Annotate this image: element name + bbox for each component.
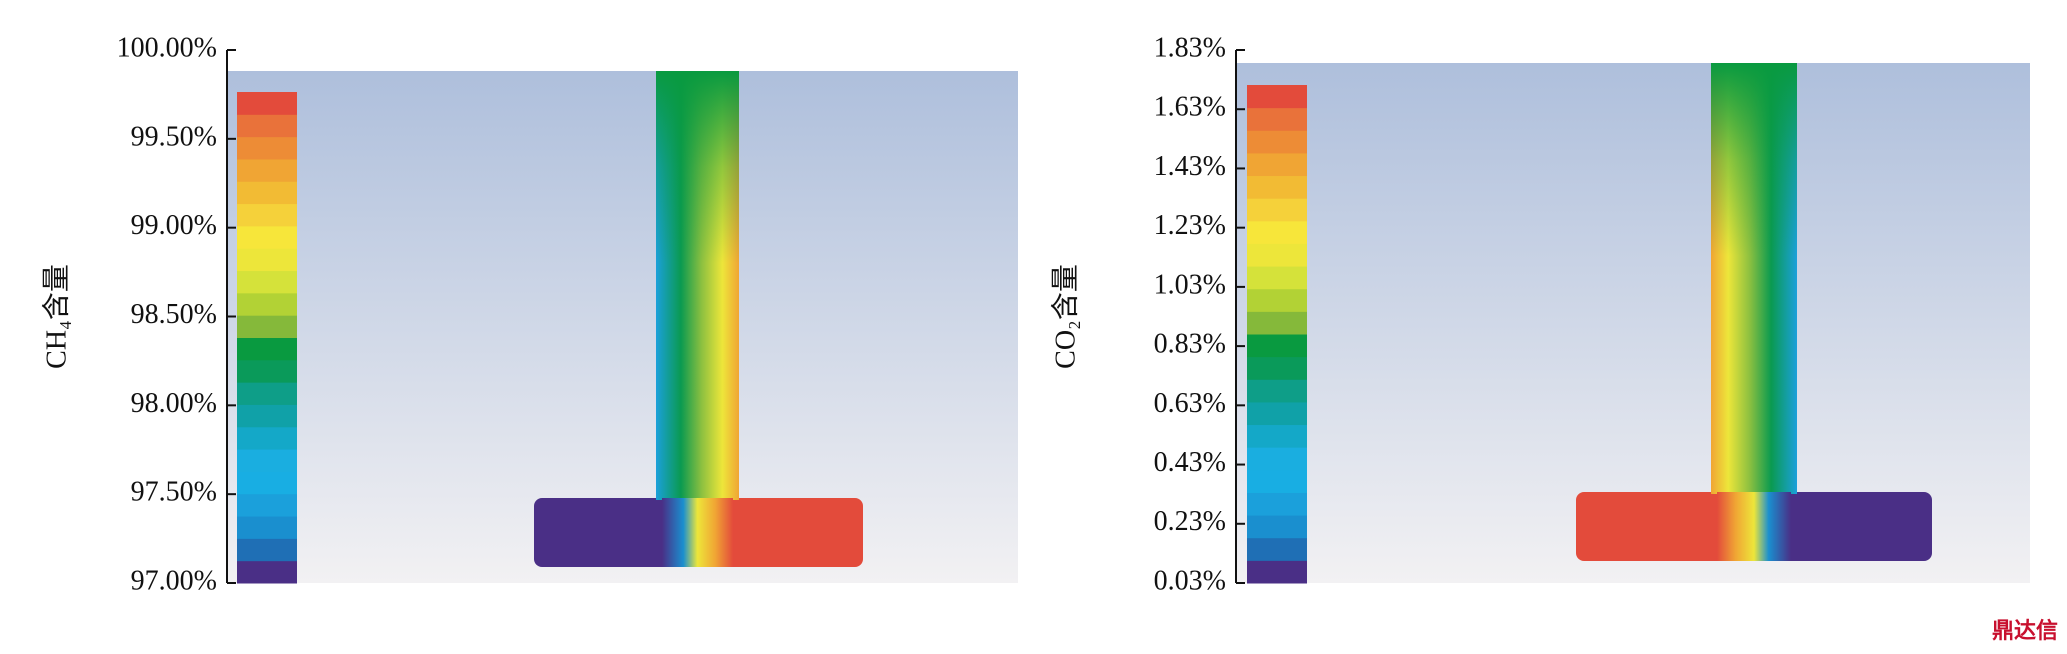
y-tick-label: 0.83% bbox=[1154, 329, 1226, 360]
colorbar-band bbox=[237, 181, 297, 205]
colorbar-band bbox=[237, 158, 297, 182]
y-tick-label: 99.50% bbox=[131, 121, 217, 152]
y-axis-label: CH₄含量 bbox=[40, 264, 72, 369]
y-tick-label: 1.83% bbox=[1154, 32, 1226, 63]
colorbar-band bbox=[1247, 288, 1307, 312]
colorbar-band bbox=[237, 225, 297, 249]
colorbar-band bbox=[1247, 152, 1307, 177]
inlet-right bbox=[1777, 492, 1932, 561]
y-tick-label: 0.43% bbox=[1154, 447, 1226, 478]
colorbar-band bbox=[237, 248, 297, 272]
colorbar-band bbox=[237, 136, 297, 160]
colorbar-band bbox=[1247, 492, 1307, 516]
colorbar-band bbox=[1247, 424, 1307, 448]
colorbar-band bbox=[237, 359, 297, 383]
y-tick-label: 1.63% bbox=[1154, 92, 1226, 123]
colorbar-band bbox=[1247, 334, 1307, 358]
colorbar-band bbox=[237, 516, 297, 539]
colorbar-band bbox=[237, 404, 297, 428]
colorbar-band bbox=[237, 92, 297, 115]
watermark: 鼎达信 bbox=[1992, 618, 2058, 644]
colorbar-band bbox=[1247, 198, 1307, 222]
colorbar-band bbox=[237, 382, 297, 405]
colorbar-band bbox=[237, 493, 297, 517]
inlet-left bbox=[534, 498, 676, 567]
colorbar-band bbox=[237, 203, 297, 227]
colorbar-band bbox=[1247, 243, 1307, 267]
colorbar-band bbox=[237, 471, 297, 495]
colorbar-band bbox=[237, 560, 297, 584]
stem-top bbox=[1711, 63, 1797, 257]
colorbar-band bbox=[1247, 266, 1307, 290]
inlet-right bbox=[719, 498, 863, 567]
y-tick-label: 100.00% bbox=[117, 32, 217, 63]
colorbar-band bbox=[1247, 130, 1307, 154]
colorbar-band bbox=[1247, 311, 1307, 335]
colorbar-band bbox=[1247, 220, 1307, 244]
colorbar-band bbox=[1247, 175, 1307, 199]
y-tick-label: 0.03% bbox=[1154, 565, 1226, 596]
colorbar-band bbox=[237, 315, 297, 338]
colorbar-band bbox=[237, 449, 297, 472]
y-tick-label: 99.00% bbox=[131, 210, 217, 241]
y-tick-label: 98.00% bbox=[131, 388, 217, 419]
plot-background bbox=[227, 71, 1018, 583]
y-tick-label: 0.63% bbox=[1154, 388, 1226, 419]
inlet-left bbox=[1576, 492, 1731, 561]
y-tick-label: 98.50% bbox=[131, 299, 217, 330]
stem-top bbox=[656, 71, 739, 264]
colorbar-band bbox=[1247, 107, 1307, 131]
y-tick-label: 1.43% bbox=[1154, 151, 1226, 182]
colorbar-band bbox=[1247, 401, 1307, 426]
colorbar-band bbox=[1247, 537, 1307, 561]
mixing-zone bbox=[1717, 492, 1791, 561]
y-tick-label: 0.23% bbox=[1154, 506, 1226, 537]
colorbar-band bbox=[237, 337, 297, 361]
colorbar-band bbox=[1247, 379, 1307, 403]
colorbar-band bbox=[237, 292, 297, 316]
colorbar-band bbox=[237, 538, 297, 562]
colorbar-band bbox=[237, 426, 297, 450]
y-tick-label: 97.00% bbox=[131, 565, 217, 596]
y-tick-label: 1.23% bbox=[1154, 210, 1226, 241]
mixing-zone bbox=[662, 498, 733, 567]
colorbar-band bbox=[1247, 469, 1307, 493]
colorbar-band bbox=[237, 270, 297, 294]
y-tick-label: 1.03% bbox=[1154, 269, 1226, 300]
colorbar-band bbox=[1247, 447, 1307, 471]
colorbar-band bbox=[1247, 560, 1307, 584]
colorbar-band bbox=[1247, 515, 1307, 539]
colorbar-band bbox=[237, 114, 297, 138]
colorbar-band bbox=[1247, 85, 1307, 109]
y-tick-label: 97.50% bbox=[131, 477, 217, 508]
y-axis-label: CO₂含量 bbox=[1049, 264, 1081, 369]
colorbar-band bbox=[1247, 356, 1307, 380]
